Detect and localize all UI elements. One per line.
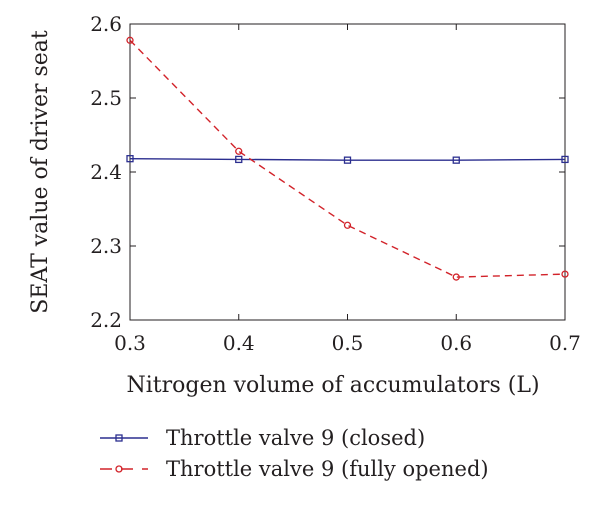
legend-swatch-marker (115, 434, 123, 442)
series-1-point (452, 273, 460, 281)
y-tick-label: 2.6 (90, 12, 122, 36)
y-axis-label: SEAT value of driver seat (28, 30, 53, 314)
series-1-point (343, 221, 352, 229)
series-layer (126, 36, 569, 281)
series-0-point (235, 155, 243, 164)
legend-swatch-marker (115, 465, 123, 473)
x-axis-label: Nitrogen volume of accumulators (L) (126, 373, 539, 398)
series-1-point (126, 36, 134, 44)
legend-label: Throttle valve 9 (fully opened) (166, 457, 489, 481)
series-0-point (561, 155, 569, 164)
y-tick-label: 2.3 (90, 234, 122, 258)
series-1-point (561, 270, 569, 278)
legend-label: Throttle valve 9 (closed) (166, 426, 425, 450)
series-1-point (235, 147, 243, 155)
series-0-point (126, 155, 134, 163)
series-0-point (343, 156, 352, 164)
x-axis-ticks: 0.3 0.4 0.5 0.6 0.7 (114, 24, 581, 355)
y-tick-label: 2.5 (90, 86, 122, 110)
y-tick-label: 2.2 (90, 308, 122, 332)
legend: Throttle valve 9 (closed) Throttle valve … (100, 426, 489, 481)
x-tick-label: 0.7 (549, 331, 581, 355)
y-axis-ticks: 2.2 2.3 2.4 2.5 2.6 (90, 12, 565, 332)
x-tick-label: 0.4 (223, 331, 255, 355)
y-tick-label: 2.4 (90, 160, 122, 184)
x-tick-label: 0.6 (440, 331, 472, 355)
series-0-line (129, 158, 566, 161)
x-tick-label: 0.3 (114, 331, 146, 355)
x-tick-label: 0.5 (332, 331, 364, 355)
series-0-point (452, 156, 460, 164)
